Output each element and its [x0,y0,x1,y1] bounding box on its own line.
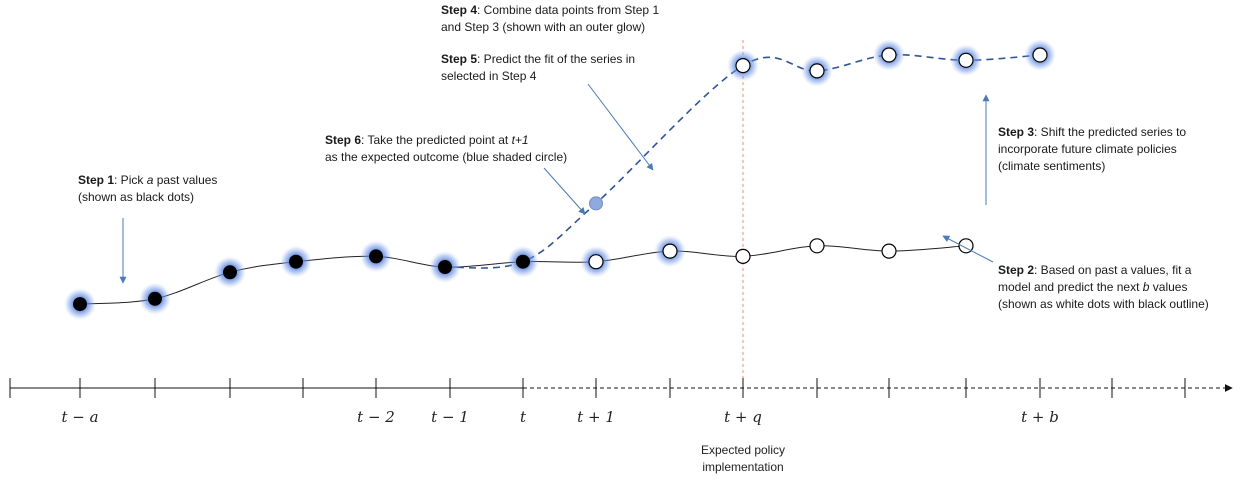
tick-label: t + 1 [577,408,615,426]
step2-title: Step 2 [998,263,1035,277]
step2-line3: (shown as white dots with black outline) [998,297,1209,311]
past-value-dot [438,260,452,274]
step3-annotation: Step 3: Shift the predicted series to in… [998,124,1186,175]
tick-label: t − 2 [357,408,395,426]
shifted-value-dot [881,47,897,63]
tick-label: t − 1 [431,408,469,426]
step4-annotation: Step 4: Combine data points from Step 1 … [441,2,659,36]
predicted-value-dot [662,243,678,259]
step5-annotation: Step 5: Predict the fit of the series in… [441,51,635,85]
past-value-dot [223,265,237,280]
shifted-series-curve [444,53,1041,269]
axis-tick-labels: t − a t − 2 t − 1 t t + 1 t + q t + b [61,408,1058,426]
step3-title: Step 3 [998,125,1035,139]
tick-label: t − a [61,408,98,426]
expected-outcome-dot [589,196,603,211]
step6-text: : Take the predicted point at [361,133,512,147]
step5-title: Step 5 [441,52,478,66]
step5-arrow [587,83,654,171]
past-value-dot [73,297,87,312]
policy-label-line2: implementation [702,460,784,474]
policy-label-line1: Expected policy [700,443,786,457]
step1-text: : Pick [114,173,147,187]
step5-line2: selected in Step 4 [441,69,537,83]
shifted-value-dot [1032,47,1048,63]
step3-line3: (climate sentiments) [998,159,1106,173]
past-value-dot [289,254,303,269]
step2-line2-b: values [1149,280,1188,294]
step2-arrow [942,235,994,263]
shifted-value-dot [958,52,974,68]
step4-title: Step 4 [441,3,478,17]
step5-text: : Predict the fit of the series in [477,52,636,66]
past-value-dot [148,291,162,306]
step6-arrow [543,167,586,215]
step3-line2: incorporate future climate policies [998,142,1177,156]
past-value-dot [516,254,530,269]
step6-var: t+1 [511,133,529,147]
tick-label: t + q [724,408,762,426]
policy-label: Expected policy implementation [683,442,803,476]
step1-line2: (shown as black dots) [78,190,195,204]
step4-line2: and Step 3 (shown with an outer glow) [441,20,646,34]
predicted-value-dot [809,238,825,254]
step4-text: : Combine data points from Step 1 [477,3,660,17]
shifted-value-dot [735,57,751,74]
step2-text: : Based on past a values, fit a [1034,263,1192,277]
step2-line2: model and predict the next [998,280,1143,294]
tick-label: t [520,408,527,426]
step6-title: Step 6 [325,133,362,147]
tick-label: t + b [1021,408,1059,426]
step2-annotation: Step 2: Based on past a values, fit a mo… [998,262,1209,313]
predicted-value-dot [588,254,604,270]
predicted-value-dot [881,243,897,259]
data-points [73,47,1048,312]
step1-var: a [146,173,154,187]
past-value-dot [369,249,383,264]
step6-line2: as the expected outcome (blue shaded cir… [325,150,568,164]
step1-annotation: Step 1: Pick a past values (shown as bla… [78,172,217,206]
step1-text-2: past values [153,173,218,187]
step2-var: b [1142,280,1150,294]
shifted-value-dot [809,63,825,79]
step1-title: Step 1 [78,173,115,187]
step6-annotation: Step 6: Take the predicted point at t+1 … [325,132,567,166]
axis-ticks [9,378,1186,398]
step3-text: : Shift the predicted series to [1034,125,1187,139]
predicted-value-dot [735,248,751,264]
